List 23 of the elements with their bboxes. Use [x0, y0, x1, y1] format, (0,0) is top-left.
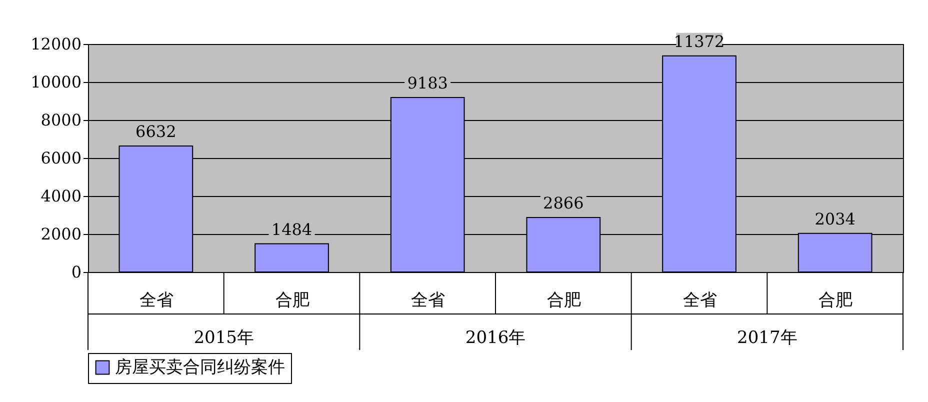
legend-label: 房屋买卖合同纠纷案件	[115, 358, 285, 378]
text: 2016年	[465, 328, 526, 348]
data-label: 2866	[543, 194, 584, 213]
y-tick-label: 12000	[30, 34, 82, 54]
text: 2015年	[194, 328, 254, 348]
y-tick-label: 0	[71, 262, 82, 282]
x-tick-label: 全省	[139, 290, 174, 310]
data-label: 9183	[407, 74, 448, 93]
y-tick-label: 10000	[30, 72, 82, 92]
y-tick-label: 8000	[40, 110, 82, 130]
data-label: 1484	[271, 220, 312, 239]
x-tick-label: 合肥	[275, 290, 310, 310]
text: 2017年	[737, 328, 798, 348]
y-tick-label: 6000	[40, 148, 82, 168]
x-tick-label: 全省	[682, 290, 717, 310]
x-tick-label: 合肥	[546, 290, 581, 310]
y-tick-label: 2000	[40, 224, 82, 244]
x-tick-label: 合肥	[818, 290, 853, 310]
data-label: 2034	[814, 209, 856, 228]
x-tick-label: 全省	[411, 290, 446, 310]
data-label: 11372	[674, 32, 725, 51]
data-label: 6632	[136, 122, 176, 141]
y-tick-label: 4000	[40, 186, 82, 206]
